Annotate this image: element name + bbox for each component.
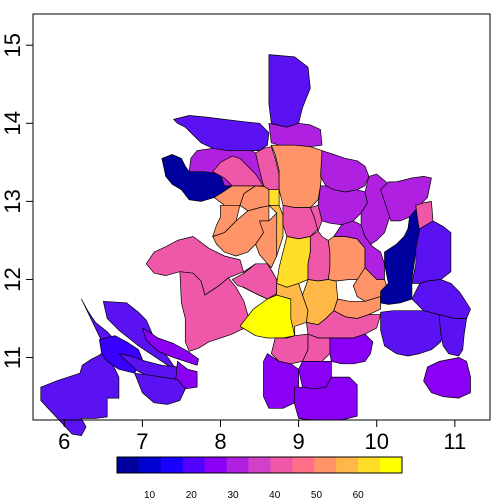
region-r31 <box>276 236 311 288</box>
x-tick-label: 7 <box>136 429 148 454</box>
legend-swatch <box>226 457 249 473</box>
region-r23 <box>173 115 270 151</box>
legend-swatch <box>138 457 162 473</box>
region-r41 <box>380 204 421 305</box>
x-tick-label: 6 <box>58 429 70 454</box>
region-r52 <box>263 353 299 409</box>
region-r25 <box>268 122 323 148</box>
plot-frame <box>32 13 491 421</box>
y-tick-label: 14 <box>0 111 25 135</box>
x-tick-label: 10 <box>364 429 388 454</box>
region-r51 <box>329 333 374 365</box>
legend-swatch <box>270 457 293 473</box>
region-r26 <box>270 144 323 208</box>
legend-label: 50 <box>311 490 323 501</box>
region-r49 <box>270 333 309 365</box>
legend-swatch <box>160 457 184 473</box>
legend-label: 60 <box>353 490 365 501</box>
region-r36 <box>333 220 385 280</box>
region-r38 <box>380 176 432 222</box>
region-r18 <box>212 204 241 237</box>
legend-swatch <box>336 457 359 473</box>
legend-swatch <box>182 457 205 473</box>
legend-label: 30 <box>227 490 239 501</box>
y-tick-label: 15 <box>0 33 25 57</box>
region-r29 <box>282 204 319 240</box>
region-r46 <box>438 314 467 357</box>
region-r4 <box>142 327 199 366</box>
legend-swatch <box>358 457 381 473</box>
region-r47 <box>423 357 471 399</box>
legend-swatch <box>248 457 271 473</box>
color-legend: 10 20 30 40 50 60 <box>116 456 403 501</box>
region-r30 <box>309 204 323 232</box>
region-r2 <box>102 300 178 372</box>
region-r13 <box>255 212 280 269</box>
region-r54 <box>294 376 358 421</box>
region-r21 <box>212 155 264 187</box>
y-tick-label: 12 <box>0 267 25 291</box>
region-r45 <box>380 310 444 357</box>
map-regions <box>40 54 471 436</box>
region-r33 <box>276 283 309 337</box>
region-r7 <box>134 372 186 405</box>
region-r24 <box>268 54 311 128</box>
legend-swatch <box>380 457 403 473</box>
y-axis: 11 12 13 14 15 <box>0 33 33 369</box>
region-r14 <box>268 204 284 257</box>
x-tick-label: 9 <box>292 429 304 454</box>
legend-label: 20 <box>186 490 198 501</box>
x-tick-label: 11 <box>443 429 466 454</box>
legend-label: 40 <box>269 490 281 501</box>
legend-swatch <box>292 457 315 473</box>
y-tick-label: 11 <box>0 346 25 369</box>
x-tick-label: 8 <box>214 429 226 454</box>
legend-frame <box>116 456 403 474</box>
region-r53 <box>298 361 332 390</box>
legend-swatch <box>117 457 140 473</box>
region-r16 <box>268 189 280 206</box>
legend-swatch <box>314 457 337 473</box>
legend-swatch <box>204 457 227 473</box>
y-tick-label: 13 <box>0 189 25 213</box>
x-axis: 6 7 8 9 10 11 <box>58 420 466 454</box>
region-r35 <box>327 236 366 282</box>
legend-label: 10 <box>144 490 156 501</box>
